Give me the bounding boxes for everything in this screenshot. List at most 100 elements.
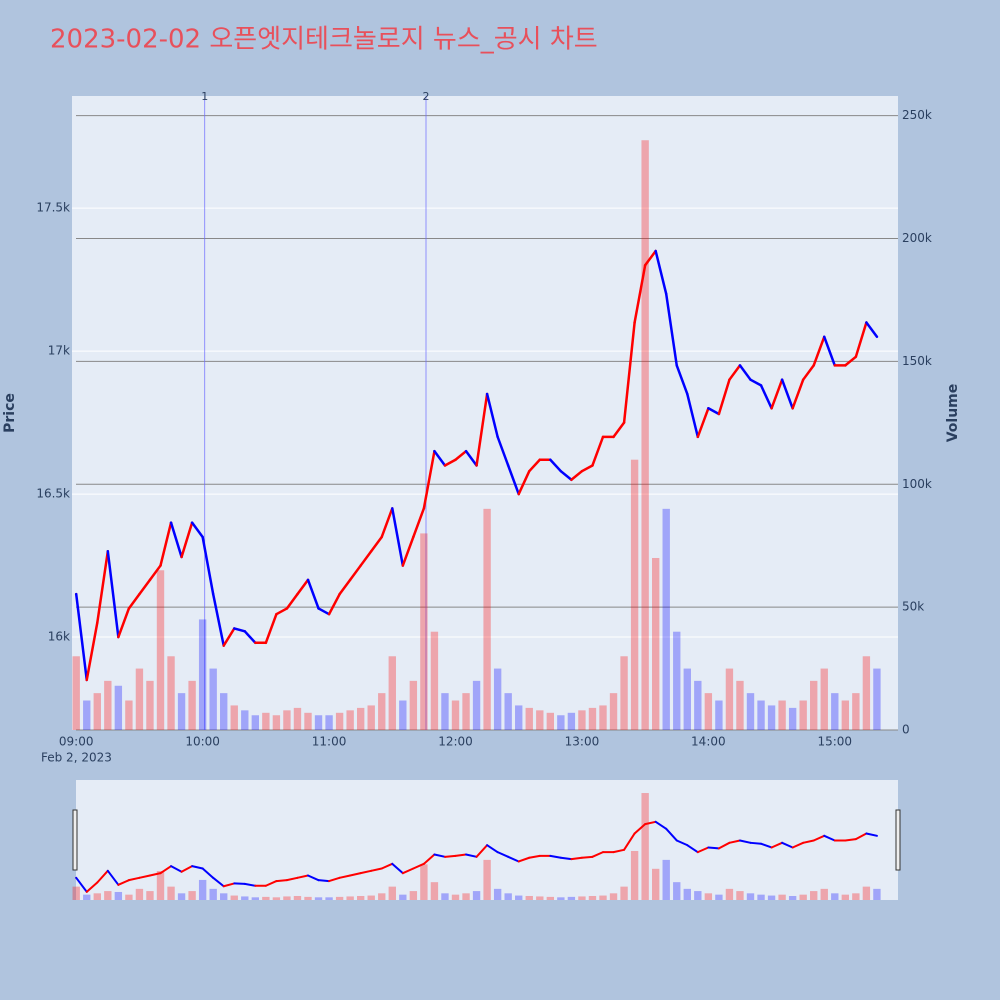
volume-bar: [746, 693, 755, 730]
price-segment: [180, 521, 194, 559]
volume-bar: [241, 710, 249, 730]
volume-bar: [536, 710, 544, 730]
price-segment: [496, 435, 510, 467]
slider-volume-bar: [841, 894, 850, 900]
price-segment: [612, 421, 626, 439]
slider-volume-bar: [135, 888, 144, 900]
price-segment: [106, 550, 120, 639]
slider-volume-bar: [662, 859, 670, 900]
slider-price-segment: [338, 874, 352, 879]
slider-price-segment: [844, 838, 857, 842]
volume-bar: [167, 656, 175, 730]
price-segment: [74, 592, 88, 682]
slider-volume-bar: [746, 893, 755, 900]
volume-bar: [567, 712, 576, 730]
slider-price-segment: [675, 839, 689, 847]
slider-price-segment: [243, 882, 257, 887]
slider-price-segment: [654, 820, 668, 830]
volume-bar: [209, 668, 217, 730]
slider-volume-bar: [852, 893, 860, 900]
slider-volume-bar: [125, 894, 133, 900]
slider-price-segment: [349, 872, 362, 877]
volume-bar: [220, 693, 228, 730]
slider-price-segment: [307, 874, 320, 882]
volume-bar: [788, 707, 797, 730]
volume-bar: [588, 707, 597, 730]
price-segment: [159, 521, 173, 567]
slider-price-segment: [75, 876, 88, 893]
volume-bar: [198, 619, 207, 730]
volume-bar: [293, 707, 302, 730]
price-segment: [728, 364, 742, 381]
slider-volume-bar: [810, 891, 818, 900]
price-segment: [412, 507, 426, 539]
slider-volume-bar: [799, 894, 807, 900]
slider-volume-bar: [525, 895, 533, 900]
volume-bar: [378, 693, 386, 730]
slider-price-segment: [275, 879, 288, 883]
volume-bar: [609, 693, 618, 730]
slider-price-segment: [159, 865, 173, 875]
volume-bar: [778, 700, 786, 730]
price-segment: [570, 469, 584, 482]
slider-price-segment: [749, 841, 763, 845]
y2-tick-label: 0: [902, 723, 910, 737]
price-segment: [549, 458, 563, 473]
volume-bar: [472, 680, 481, 730]
volume-bar: [483, 508, 491, 730]
slider-price-segment: [264, 880, 278, 887]
slider-volume-bar: [694, 891, 702, 900]
volume-bar: [72, 656, 80, 730]
price-segment: [749, 378, 763, 387]
price-segment: [654, 249, 668, 296]
slider-price-segment: [475, 844, 489, 858]
price-segment: [338, 578, 352, 596]
volume-bar: [93, 693, 101, 730]
slider-price-segment: [180, 865, 194, 873]
volume-bar: [873, 668, 881, 730]
volume-bar: [725, 668, 734, 730]
slider-volume-bar: [378, 893, 386, 900]
slider-price-segment: [391, 862, 404, 875]
slider-volume-bar: [104, 891, 112, 900]
slider-volume-bar: [388, 886, 396, 900]
slider-volume-bar: [757, 894, 765, 900]
slider-volume-bar: [241, 896, 249, 900]
slider-volume-bar: [599, 895, 607, 900]
slider-volume-bar: [567, 896, 576, 900]
volume-bar: [599, 705, 607, 730]
range-handle[interactable]: [72, 809, 78, 871]
price-segment: [823, 335, 837, 367]
slider-price-segment: [812, 834, 826, 842]
slider-price-segment: [623, 832, 636, 851]
y2-tick-label: 200k: [902, 231, 932, 245]
volume-bar: [683, 668, 691, 730]
price-segment: [696, 407, 710, 439]
price-segment: [85, 621, 99, 682]
slider-volume-bar: [873, 888, 881, 900]
price-segment: [148, 564, 162, 582]
slider-price-segment: [802, 839, 815, 844]
y2-tick-label: 150k: [902, 354, 932, 368]
slider-volume-bar: [367, 895, 375, 900]
volume-bar: [83, 700, 91, 730]
slider-volume-bar: [230, 895, 238, 900]
slider-volume-bar: [293, 895, 302, 900]
slider-volume-bar: [220, 893, 228, 900]
slider-volume-bar: [399, 894, 407, 900]
x-tick-label: 14:00: [691, 735, 726, 749]
y-tick-label: 16k: [48, 630, 70, 644]
volume-bar: [304, 712, 312, 730]
slider-volume-bar: [620, 886, 628, 900]
volume-bar: [662, 508, 670, 730]
slider-price-segment: [285, 876, 299, 882]
price-segment: [812, 335, 826, 367]
y-tick-label: 17.5k: [36, 201, 70, 215]
volume-bar: [262, 712, 270, 730]
slider-volume-bar: [198, 879, 207, 900]
price-segment: [264, 612, 278, 645]
slider-price-segment: [106, 869, 120, 886]
range-slider[interactable]: [76, 780, 898, 900]
price-segment: [190, 521, 204, 539]
range-handle[interactable]: [895, 809, 901, 871]
